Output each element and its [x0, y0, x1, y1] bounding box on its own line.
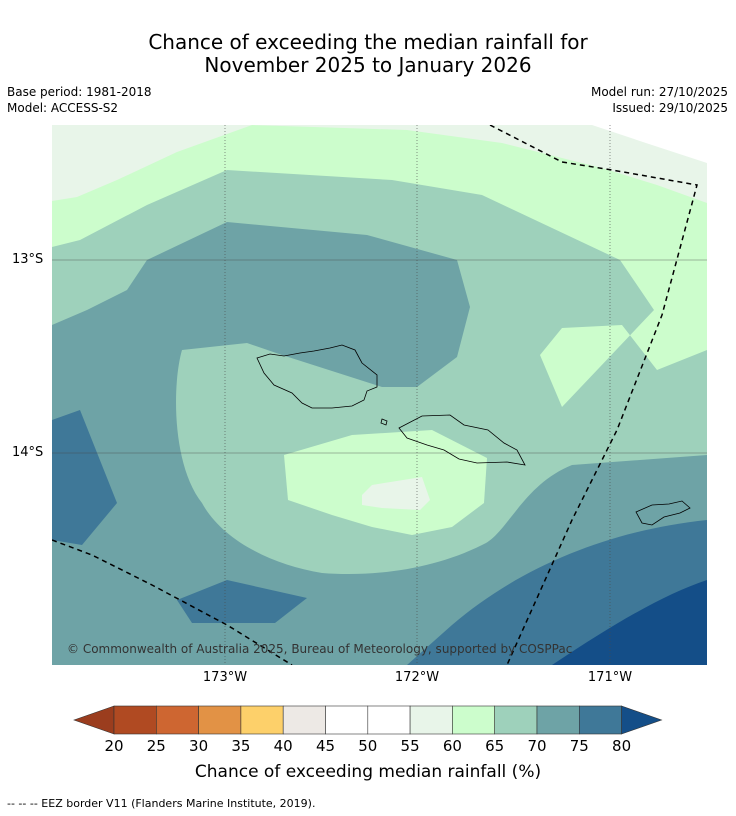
lon-label-171w: 171°W — [587, 670, 633, 685]
band-50-55-north — [592, 125, 707, 163]
issued-date: Issued: 29/10/2025 — [612, 101, 728, 115]
colorbar-segment — [198, 705, 242, 735]
colorbar-tick-label: 80 — [612, 737, 631, 755]
colorbar-tick-label: 60 — [443, 737, 462, 755]
eez-borders — [52, 125, 698, 665]
lat-label-14s: 14°S — [12, 445, 44, 460]
colorbar-tick-label: 25 — [147, 737, 166, 755]
colorbar-segment — [578, 705, 622, 735]
copyright-text: © Commonwealth of Australia 2025, Bureau… — [67, 642, 572, 656]
band-75-80-south — [177, 580, 307, 623]
title-line-1: Chance of exceeding the median rainfall … — [148, 30, 588, 54]
model-run: Model run: 27/10/2025 — [590, 85, 728, 99]
band-75-80-west — [52, 410, 117, 545]
colorbar-tick-label: 65 — [485, 737, 504, 755]
colorbar-title: Chance of exceeding median rainfall (%) — [194, 762, 542, 782]
lat-label-13s: 13°S — [12, 252, 44, 267]
band-60-65-north — [52, 125, 707, 407]
band-60-65-center — [284, 430, 487, 535]
colorbar-segment — [282, 705, 326, 735]
colorbar-segment — [156, 705, 199, 735]
colorbar-tick-label: 30 — [189, 737, 208, 755]
tutuila-island[interactable] — [635, 500, 691, 526]
rainfall-map[interactable]: © Commonwealth of Australia 2025, Bureau… — [52, 125, 707, 665]
map-svg: © Commonwealth of Australia 2025, Bureau… — [52, 125, 707, 665]
colorbar-under-arrow — [73, 705, 115, 735]
band-over-80-se — [552, 580, 707, 665]
colorbar-tick-label: 45 — [316, 737, 335, 755]
colorbar-tick-label: 50 — [358, 737, 377, 755]
colorbar-segment — [409, 705, 453, 735]
eez-footnote: -- -- -- EEZ border V11 (Flanders Marine… — [7, 797, 316, 810]
base-period: Base period: 1981-2018 — [7, 85, 152, 99]
colorbar: 20 25 30 35 40 45 50 55 60 65 70 75 80 — [73, 705, 663, 755]
meta-right: Model run: 27/10/2025 Issued: 29/10/2025 — [591, 84, 728, 116]
colorbar-over-arrow — [621, 705, 663, 735]
upolu-island[interactable] — [398, 414, 526, 466]
model-name: Model: ACCESS-S2 — [7, 101, 119, 115]
graticule — [52, 125, 707, 665]
colorbar-segment — [494, 705, 538, 735]
colorbar-segment — [325, 705, 369, 735]
colorbar-segment — [536, 705, 580, 735]
colorbar-tick-label: 20 — [104, 737, 123, 755]
lon-label-173w: 173°W — [202, 670, 248, 685]
chart-title: Chance of exceeding the median rainfall … — [0, 31, 736, 77]
colorbar-segment — [367, 705, 411, 735]
colorbar-segment — [240, 705, 284, 735]
colorbar-tick-label: 35 — [231, 737, 250, 755]
band-55-60-north — [52, 125, 707, 203]
colorbar-tick-label: 40 — [274, 737, 293, 755]
eez-border-east — [489, 125, 698, 665]
colorbar-tick-label: 70 — [527, 737, 546, 755]
eez-border-southwest — [52, 539, 293, 665]
manono-island[interactable] — [380, 418, 388, 426]
band-65-70 — [52, 125, 707, 575]
coastlines[interactable] — [256, 344, 691, 526]
lon-label-172w: 172°W — [394, 670, 440, 685]
colorbar-segment — [113, 705, 157, 735]
colorbar-tick-label: 55 — [401, 737, 420, 755]
meta-left: Base period: 1981-2018 Model: ACCESS-S2 — [7, 84, 152, 116]
savaii-island[interactable] — [256, 344, 378, 409]
colorbar-segment — [452, 705, 495, 735]
colorbar-tick-label: 75 — [570, 737, 589, 755]
title-line-2: November 2025 to January 2026 — [204, 53, 532, 77]
band-55-60-center — [362, 477, 430, 510]
